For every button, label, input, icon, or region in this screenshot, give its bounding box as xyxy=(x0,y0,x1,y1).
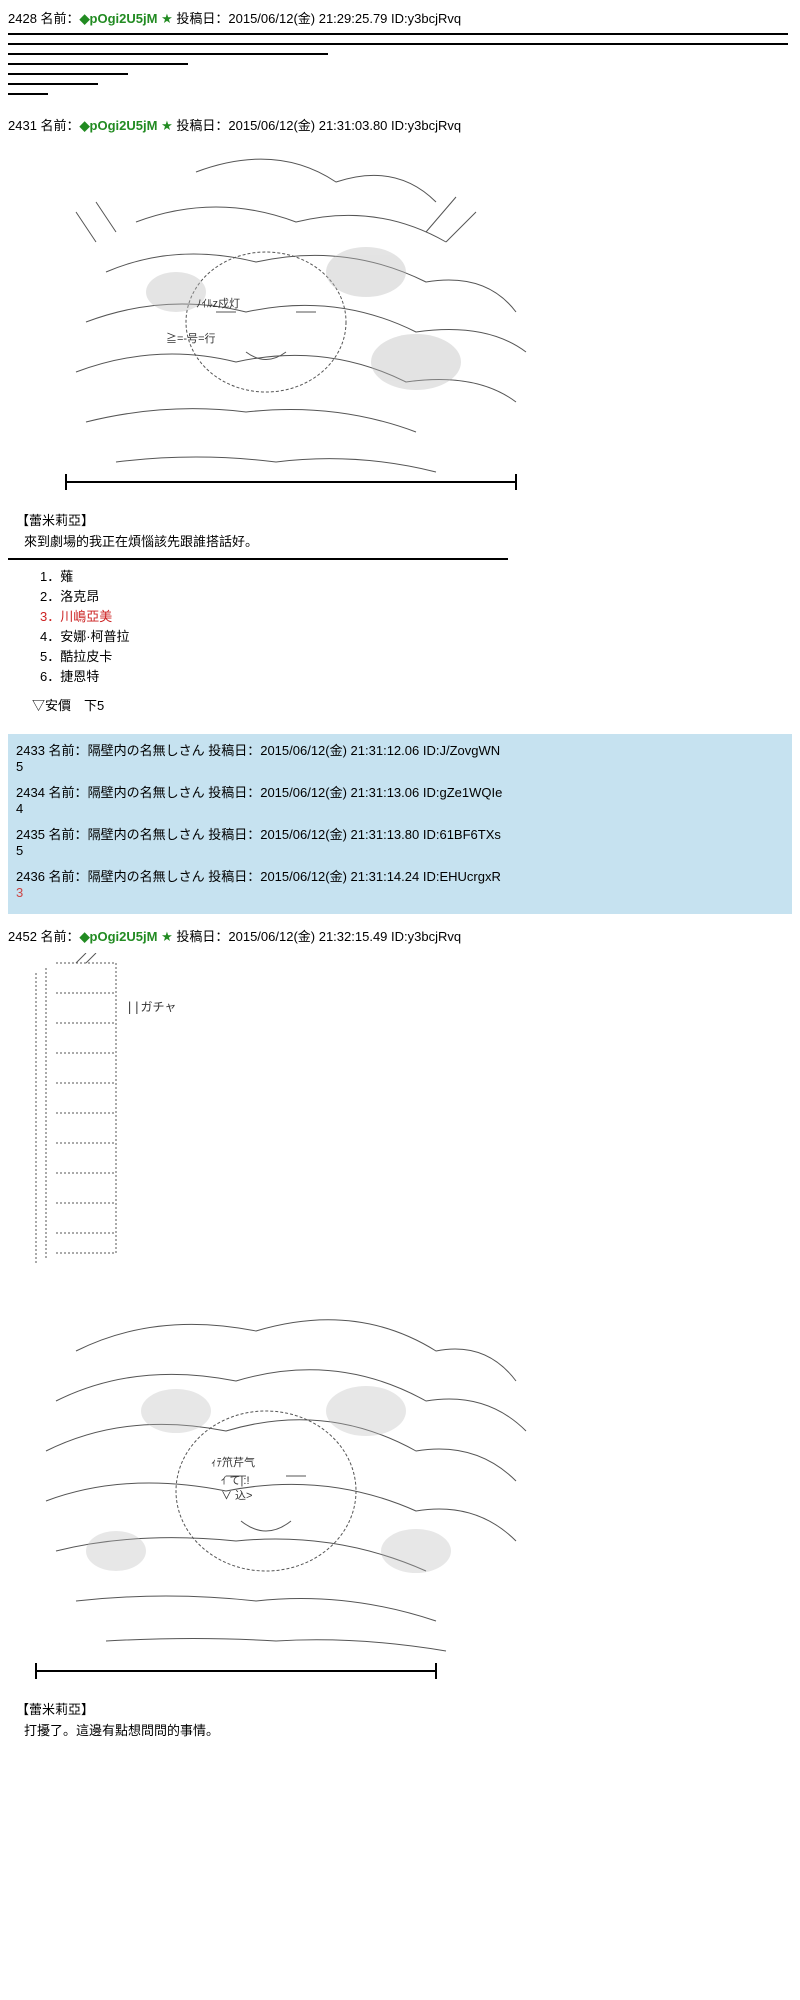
post-number: 2431 xyxy=(8,118,37,133)
dialogue-text: 打擾了。這邊有點想問問的事情。 xyxy=(24,1720,792,1739)
anon-name: 隔壁内の名無しさん xyxy=(88,785,205,800)
date-label: 投稿日： xyxy=(208,743,260,758)
choice-2: 2．洛克昂 xyxy=(40,586,792,605)
post-2428: 2428 名前：◆pOgi2U5jM ★ 投稿日：2015/06/12(金) 2… xyxy=(8,8,792,95)
reply-block: 2433 名前：隔壁内の名無しさん 投稿日：2015/06/12(金) 21:3… xyxy=(8,734,792,914)
svg-text:≧=-号=行: ≧=-号=行 xyxy=(166,331,216,345)
tripcode[interactable]: ◆pOgi2U5jM xyxy=(80,929,158,944)
choice-list: 1．薙 2．洛克昂 3．川嶋亞美 4．安娜·柯普拉 5．酷拉皮卡 6．捷恩特 xyxy=(40,566,792,685)
post-body xyxy=(8,33,792,95)
dialogue-speaker: 【蕾米莉亞】 xyxy=(16,510,792,529)
post-date: 2015/06/12(金) 21:31:03.80 xyxy=(228,118,387,133)
name-label: 名前： xyxy=(41,118,80,133)
post-header: 2452 名前：◆pOgi2U5jM ★ 投稿日：2015/06/12(金) 2… xyxy=(8,926,792,945)
star-icon: ★ xyxy=(161,11,173,26)
post-header: 2431 名前：◆pOgi2U5jM ★ 投稿日：2015/06/12(金) 2… xyxy=(8,115,792,134)
date-label: 投稿日： xyxy=(176,118,228,133)
date-label: 投稿日： xyxy=(176,929,228,944)
date-label: 投稿日： xyxy=(176,11,228,26)
name-label: 名前： xyxy=(49,827,88,842)
post-id: ID:y3bcjRvq xyxy=(391,929,461,944)
post-2452: 2452 名前：◆pOgi2U5jM ★ 投稿日：2015/06/12(金) 2… xyxy=(8,926,792,1739)
post-2431: 2431 名前：◆pOgi2U5jM ★ 投稿日：2015/06/12(金) 2… xyxy=(8,115,792,714)
reply-2436: 2436 名前：隔壁内の名無しさん 投稿日：2015/06/12(金) 21:3… xyxy=(16,866,784,900)
ascii-art-door: ||ガチャ xyxy=(16,953,792,1283)
svg-text:ｨﾃ笊芹气: ｨﾃ笊芹气 xyxy=(211,1455,255,1469)
svg-text:∨ 込>: ∨ 込> xyxy=(221,1489,252,1502)
choice-3: 3．川嶋亞美 xyxy=(40,606,792,625)
post-number: 2435 xyxy=(16,827,45,842)
post-id: ID:EHUcrgxR xyxy=(423,869,501,884)
post-date: 2015/06/12(金) 21:31:13.06 xyxy=(260,785,419,800)
post-number: 2433 xyxy=(16,743,45,758)
post-date: 2015/06/12(金) 21:29:25.79 xyxy=(228,11,387,26)
reply-vote: 3 xyxy=(16,885,784,900)
anchor-directive: ▽安價 下5 xyxy=(32,695,792,714)
post-id: ID:61BF6TXs xyxy=(423,827,501,842)
ascii-art-remilia: ﾉｲﾙz戍灯 ≧=-号=行 xyxy=(16,142,792,502)
name-label: 名前： xyxy=(41,11,80,26)
post-date: 2015/06/12(金) 21:32:15.49 xyxy=(228,929,387,944)
reply-2435: 2435 名前：隔壁内の名無しさん 投稿日：2015/06/12(金) 21:3… xyxy=(16,824,784,858)
reply-2434: 2434 名前：隔壁内の名無しさん 投稿日：2015/06/12(金) 21:3… xyxy=(16,782,784,816)
door-sfx: ||ガチャ xyxy=(126,1001,176,1014)
choice-6: 6．捷恩特 xyxy=(40,666,792,685)
reply-vote: 4 xyxy=(16,801,784,816)
name-label: 名前： xyxy=(49,869,88,884)
post-date: 2015/06/12(金) 21:31:14.24 xyxy=(260,869,419,884)
dialogue-speaker: 【蕾米莉亞】 xyxy=(16,1699,792,1718)
svg-text:ﾉｲﾙz戍灯: ﾉｲﾙz戍灯 xyxy=(196,297,240,310)
reply-2433: 2433 名前：隔壁内の名無しさん 投稿日：2015/06/12(金) 21:3… xyxy=(16,740,784,774)
dialogue-text: 來到劇場的我正在煩惱該先跟誰搭話好。 xyxy=(24,531,792,550)
post-number: 2434 xyxy=(16,785,45,800)
post-header: 2428 名前：◆pOgi2U5jM ★ 投稿日：2015/06/12(金) 2… xyxy=(8,8,792,27)
post-id: ID:y3bcjRvq xyxy=(391,118,461,133)
tripcode[interactable]: ◆pOgi2U5jM xyxy=(80,11,158,26)
date-label: 投稿日： xyxy=(208,827,260,842)
post-number: 2428 xyxy=(8,11,37,26)
post-number: 2452 xyxy=(8,929,37,944)
post-id: ID:y3bcjRvq xyxy=(391,11,461,26)
post-date: 2015/06/12(金) 21:31:13.80 xyxy=(260,827,419,842)
post-body: ﾉｲﾙz戍灯 ≧=-号=行 【蕾米莉亞】 來到劇場的我正在煩惱該先跟誰搭話好。 … xyxy=(8,142,792,714)
date-label: 投稿日： xyxy=(208,869,260,884)
star-icon: ★ xyxy=(161,929,173,944)
anon-name: 隔壁内の名無しさん xyxy=(88,869,205,884)
date-label: 投稿日： xyxy=(208,785,260,800)
choice-1: 1．薙 xyxy=(40,566,792,585)
choice-5: 5．酷拉皮卡 xyxy=(40,646,792,665)
post-id: ID:J/ZovgWN xyxy=(423,743,500,758)
reply-vote: 5 xyxy=(16,843,784,858)
decorative-lines xyxy=(8,33,792,95)
tripcode[interactable]: ◆pOgi2U5jM xyxy=(80,118,158,133)
ascii-art-character: ｨﾃ笊芹气 ｲ て|:! ∨ 込> xyxy=(16,1291,792,1691)
name-label: 名前： xyxy=(49,785,88,800)
name-label: 名前： xyxy=(49,743,88,758)
anon-name: 隔壁内の名無しさん xyxy=(88,827,205,842)
choice-4: 4．安娜·柯普拉 xyxy=(40,626,792,645)
star-icon: ★ xyxy=(161,118,173,133)
anon-name: 隔壁内の名無しさん xyxy=(88,743,205,758)
name-label: 名前： xyxy=(41,929,80,944)
svg-text:ｲ て|:!: ｲ て|:! xyxy=(221,1475,250,1487)
divider xyxy=(8,558,508,560)
reply-vote: 5 xyxy=(16,759,784,774)
post-date: 2015/06/12(金) 21:31:12.06 xyxy=(260,743,419,758)
post-number: 2436 xyxy=(16,869,45,884)
post-id: ID:gZe1WQIe xyxy=(423,785,502,800)
post-body: ||ガチャ xyxy=(8,953,792,1739)
